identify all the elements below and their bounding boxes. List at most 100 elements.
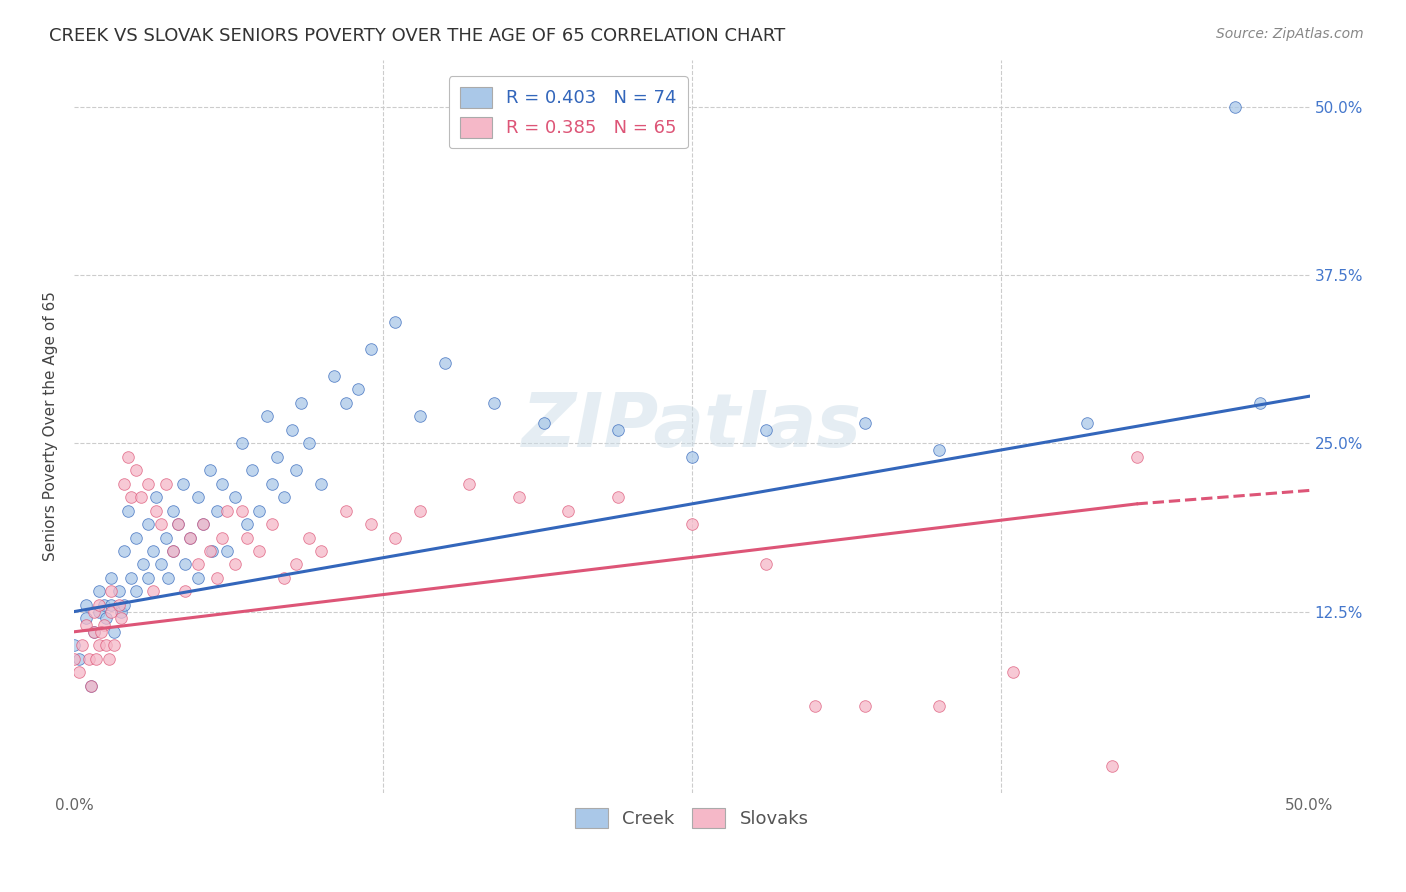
Slovaks (83, 624, 105, 639)
Creek (155, 531, 177, 545)
Creek (224, 490, 246, 504)
Creek (606, 423, 628, 437)
Slovaks (155, 476, 177, 491)
Slovaks (557, 503, 579, 517)
Creek (273, 490, 295, 504)
Slovaks (236, 531, 259, 545)
Slovaks (129, 490, 152, 504)
Y-axis label: Seniors Poverty Over the Age of 65: Seniors Poverty Over the Age of 65 (44, 292, 58, 561)
Creek (112, 544, 135, 558)
Creek (112, 598, 135, 612)
Creek (179, 531, 201, 545)
Creek (309, 476, 332, 491)
Creek (217, 544, 239, 558)
Slovaks (853, 698, 876, 713)
Slovaks (198, 544, 221, 558)
Creek (100, 571, 122, 585)
Slovaks (179, 531, 201, 545)
Creek (201, 544, 224, 558)
Creek (75, 598, 97, 612)
Creek (187, 571, 209, 585)
Slovaks (804, 698, 827, 713)
Slovaks (77, 651, 100, 665)
Creek (280, 423, 302, 437)
Creek (236, 517, 259, 532)
Creek (207, 503, 229, 517)
Slovaks (125, 463, 148, 477)
Creek (75, 611, 97, 625)
Creek (681, 450, 703, 464)
Creek (409, 409, 432, 424)
Slovaks (145, 503, 167, 517)
Creek (1249, 396, 1271, 410)
Slovaks (260, 517, 283, 532)
Slovaks (191, 517, 214, 532)
Slovaks (63, 651, 86, 665)
Slovaks (360, 517, 382, 532)
Slovaks (93, 618, 115, 632)
Slovaks (83, 605, 105, 619)
Creek (853, 416, 876, 430)
Slovaks (107, 598, 129, 612)
Creek (125, 584, 148, 599)
Slovaks (384, 531, 406, 545)
Slovaks (103, 638, 125, 652)
Slovaks (207, 571, 229, 585)
Creek (247, 503, 270, 517)
Slovaks (1101, 759, 1123, 773)
Creek (96, 611, 118, 625)
Slovaks (120, 490, 142, 504)
Slovaks (508, 490, 530, 504)
Slovaks (86, 651, 108, 665)
Slovaks (110, 611, 132, 625)
Text: CREEK VS SLOVAK SENIORS POVERTY OVER THE AGE OF 65 CORRELATION CHART: CREEK VS SLOVAK SENIORS POVERTY OVER THE… (49, 27, 786, 45)
Creek (290, 396, 312, 410)
Slovaks (70, 638, 93, 652)
Creek (67, 651, 90, 665)
Slovaks (409, 503, 432, 517)
Creek (156, 571, 179, 585)
Creek (87, 605, 110, 619)
Creek (384, 315, 406, 329)
Creek (285, 463, 308, 477)
Slovaks (187, 558, 209, 572)
Slovaks (67, 665, 90, 680)
Creek (136, 571, 159, 585)
Creek (87, 584, 110, 599)
Creek (433, 355, 456, 369)
Slovaks (458, 476, 481, 491)
Creek (142, 544, 165, 558)
Slovaks (309, 544, 332, 558)
Creek (266, 450, 288, 464)
Creek (211, 476, 233, 491)
Creek (103, 624, 125, 639)
Slovaks (247, 544, 270, 558)
Creek (100, 598, 122, 612)
Slovaks (298, 531, 321, 545)
Slovaks (755, 558, 778, 572)
Slovaks (335, 503, 357, 517)
Slovaks (142, 584, 165, 599)
Slovaks (162, 544, 184, 558)
Slovaks (174, 584, 197, 599)
Slovaks (211, 531, 233, 545)
Slovaks (273, 571, 295, 585)
Creek (162, 544, 184, 558)
Creek (172, 476, 194, 491)
Slovaks (97, 651, 120, 665)
Creek (1225, 100, 1247, 114)
Creek (755, 423, 778, 437)
Creek (117, 503, 139, 517)
Creek (93, 598, 115, 612)
Slovaks (681, 517, 703, 532)
Creek (80, 679, 103, 693)
Slovaks (217, 503, 239, 517)
Slovaks (1125, 450, 1147, 464)
Creek (322, 369, 344, 384)
Slovaks (224, 558, 246, 572)
Creek (120, 571, 142, 585)
Creek (928, 443, 950, 458)
Creek (187, 490, 209, 504)
Legend: Creek, Slovaks: Creek, Slovaks (568, 800, 815, 836)
Slovaks (606, 490, 628, 504)
